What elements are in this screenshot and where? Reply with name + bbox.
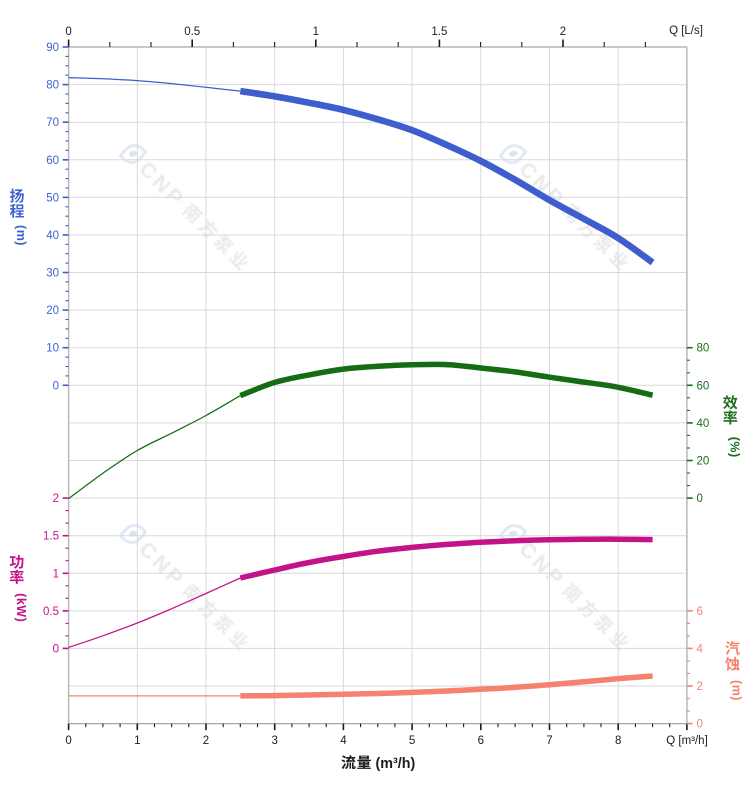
svg-text:0: 0	[65, 735, 71, 747]
svg-text:10: 10	[46, 343, 59, 355]
svg-text:0.5: 0.5	[43, 606, 59, 618]
svg-text:0: 0	[697, 719, 703, 731]
svg-text:60: 60	[697, 380, 710, 392]
svg-text:40: 40	[697, 418, 710, 430]
svg-text:2: 2	[697, 681, 703, 693]
svg-text:Q [m³/h]: Q [m³/h]	[666, 735, 708, 747]
svg-text:3: 3	[271, 735, 277, 747]
svg-text:1: 1	[134, 735, 140, 747]
svg-text:80: 80	[697, 343, 710, 355]
svg-text:(m): (m)	[14, 225, 28, 246]
svg-text:40: 40	[46, 230, 59, 242]
svg-text:0.5: 0.5	[184, 26, 200, 38]
svg-text:4: 4	[340, 735, 347, 747]
svg-text:0: 0	[53, 643, 59, 655]
svg-text:30: 30	[46, 268, 59, 280]
svg-text:(m³/h): (m³/h)	[376, 756, 416, 772]
svg-text:Q [L/s]: Q [L/s]	[669, 25, 703, 37]
svg-text:0: 0	[53, 380, 59, 392]
svg-text:(%): (%)	[727, 437, 741, 458]
svg-text:1: 1	[53, 568, 59, 580]
svg-text:4: 4	[697, 643, 704, 655]
svg-text:6: 6	[697, 606, 703, 618]
svg-text:2: 2	[53, 493, 59, 505]
svg-text:20: 20	[697, 456, 710, 468]
svg-text:2: 2	[560, 26, 566, 38]
svg-text:6: 6	[478, 735, 484, 747]
svg-text:80: 80	[46, 80, 59, 92]
svg-text:(kW): (kW)	[14, 593, 28, 622]
svg-text:2: 2	[203, 735, 209, 747]
svg-text:90: 90	[46, 42, 59, 54]
svg-text:0: 0	[697, 493, 703, 505]
svg-text:5: 5	[409, 735, 415, 747]
svg-text:1.5: 1.5	[431, 26, 447, 38]
svg-text:1: 1	[313, 26, 319, 38]
svg-text:50: 50	[46, 192, 59, 204]
svg-text:(m): (m)	[730, 680, 744, 701]
svg-text:20: 20	[46, 305, 59, 317]
svg-text:60: 60	[46, 155, 59, 167]
svg-text:0: 0	[65, 26, 71, 38]
svg-text:7: 7	[546, 735, 552, 747]
svg-text:70: 70	[46, 117, 59, 129]
svg-text:1.5: 1.5	[43, 531, 59, 543]
svg-text:8: 8	[615, 735, 621, 747]
